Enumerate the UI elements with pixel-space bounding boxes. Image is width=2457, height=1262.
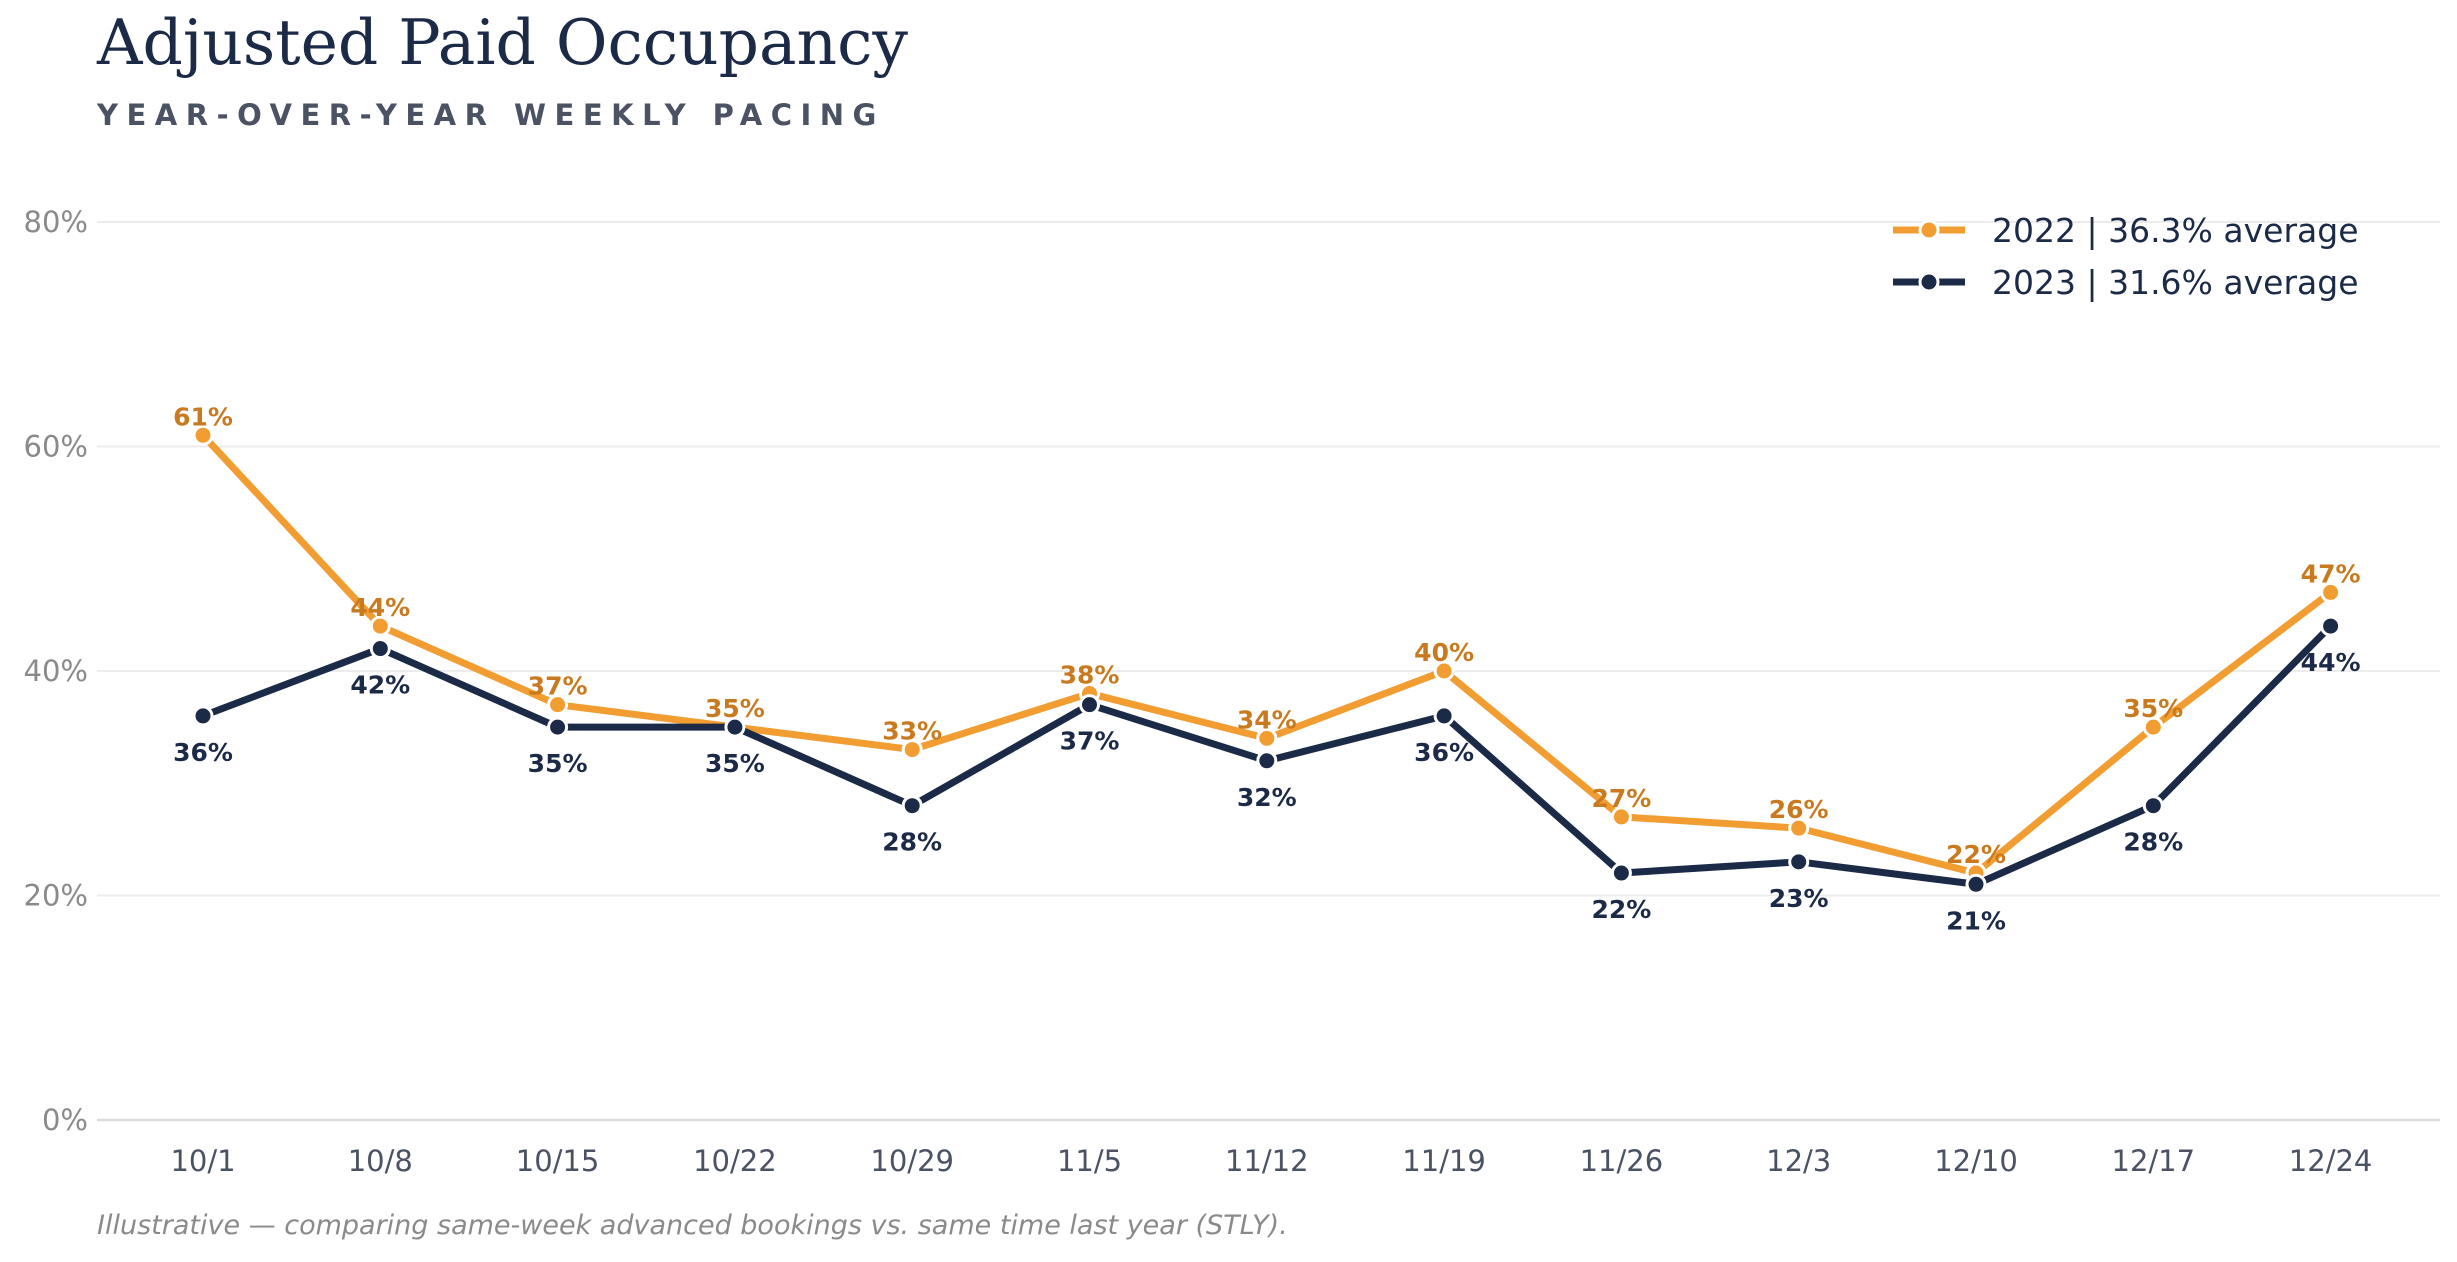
legend: 2022 | 36.3% average 2023 | 31.6% average	[1893, 211, 2359, 302]
data-label-2022: 22%	[1946, 840, 2006, 869]
data-point-2023	[547, 716, 569, 738]
data-point-2023	[1965, 873, 1987, 895]
data-point-2023	[1256, 750, 1278, 772]
data-point-2023	[724, 716, 746, 738]
chart-subtitle: YEAR-OVER-YEAR WEEKLY PACING	[97, 98, 885, 132]
data-label-2022: 27%	[1591, 784, 1651, 813]
data-point-2022	[1256, 727, 1278, 749]
x-tick-label: 10/1	[170, 1144, 235, 1178]
data-label-2022: 38%	[1060, 660, 1120, 689]
data-label-2023: 32%	[1237, 783, 1297, 812]
legend-swatch-marker-2023	[1918, 271, 1940, 293]
data-point-2023	[369, 638, 391, 660]
x-tick-label: 10/8	[348, 1144, 413, 1178]
data-label-2023: 21%	[1946, 906, 2006, 935]
x-tick-label: 11/12	[1225, 1144, 1309, 1178]
legend-entry-2023: 2023 | 31.6% average	[1992, 263, 2359, 302]
x-tick-label: 11/19	[1402, 1144, 1486, 1178]
data-label-2022: 33%	[882, 717, 942, 746]
legend-entry-2022: 2022 | 36.3% average	[1992, 211, 2359, 250]
data-label-2023: 23%	[1769, 884, 1829, 913]
data-point-2022	[547, 694, 569, 716]
y-tick-label: 60%	[24, 430, 88, 464]
gridlines	[97, 221, 2440, 1122]
y-tick-label: 0%	[42, 1103, 88, 1137]
x-tick-label: 12/10	[1934, 1144, 2018, 1178]
x-tick-label: 10/22	[693, 1144, 777, 1178]
series-lines	[192, 424, 2342, 895]
chart-title: Adjusted Paid Occupancy	[97, 6, 908, 79]
x-tick-label: 10/15	[516, 1144, 600, 1178]
data-point-2022	[1610, 806, 1632, 828]
data-label-2022: 37%	[528, 672, 588, 701]
x-tick-label: 11/26	[1580, 1144, 1664, 1178]
data-label-2022: 44%	[350, 593, 410, 622]
y-tick-label: 20%	[24, 879, 88, 913]
data-point-2022	[369, 615, 391, 637]
data-label-2022: 26%	[1769, 795, 1829, 824]
x-tick-label: 12/3	[1766, 1144, 1831, 1178]
data-point-2023	[2142, 795, 2164, 817]
data-label-2022: 61%	[173, 402, 233, 431]
y-axis-ticks: 0% 20% 40% 60% 80%	[24, 205, 88, 1137]
data-point-2023	[1610, 862, 1632, 884]
data-label-2023: 28%	[882, 828, 942, 857]
data-labels: 61% 44% 37% 35% 33% 38% 34% 40% 27% 26% 22% 35% 47% 3…	[173, 402, 2360, 935]
data-label-2023: 36%	[1414, 738, 1474, 767]
data-label-2022: 34%	[1237, 705, 1297, 734]
footnote: Illustrative — comparing same-week advan…	[97, 1210, 1288, 1241]
y-tick-label: 80%	[24, 205, 88, 239]
data-label-2023: 22%	[1591, 895, 1651, 924]
data-point-2022	[901, 739, 923, 761]
data-label-2023: 35%	[528, 749, 588, 778]
data-label-2023: 37%	[1060, 727, 1120, 756]
data-point-2023	[2320, 615, 2342, 637]
data-point-2022	[192, 424, 214, 446]
data-label-2023: 44%	[2301, 648, 2361, 677]
data-point-2023	[901, 795, 923, 817]
data-point-2022	[1788, 817, 1810, 839]
data-point-2023	[1079, 694, 1100, 716]
data-label-2022: 47%	[2301, 559, 2361, 588]
data-label-2022: 35%	[2123, 694, 2183, 723]
data-label-2022: 35%	[705, 694, 765, 723]
data-point-2022	[1433, 660, 1455, 682]
x-tick-label: 12/24	[2289, 1144, 2373, 1178]
data-label-2023: 28%	[2123, 828, 2183, 857]
data-point-2023	[1788, 851, 1810, 873]
data-point-2022	[2142, 716, 2164, 738]
data-label-2023: 35%	[705, 749, 765, 778]
data-point-2022	[2320, 581, 2342, 603]
data-point-2023	[1433, 705, 1455, 727]
legend-swatch-marker-2022	[1918, 219, 1940, 241]
x-axis-ticks: 10/1 10/8 10/15 10/22 10/29 11/5 11/12 11/19 11/…	[170, 1144, 2372, 1178]
y-tick-label: 40%	[24, 654, 88, 688]
x-tick-label: 10/29	[870, 1144, 954, 1178]
x-tick-label: 11/5	[1057, 1144, 1122, 1178]
x-tick-label: 12/17	[2112, 1144, 2196, 1178]
data-label-2023: 36%	[173, 738, 233, 767]
data-label-2023: 42%	[350, 671, 410, 700]
data-point-2023	[192, 705, 214, 727]
data-label-2022: 40%	[1414, 638, 1474, 667]
